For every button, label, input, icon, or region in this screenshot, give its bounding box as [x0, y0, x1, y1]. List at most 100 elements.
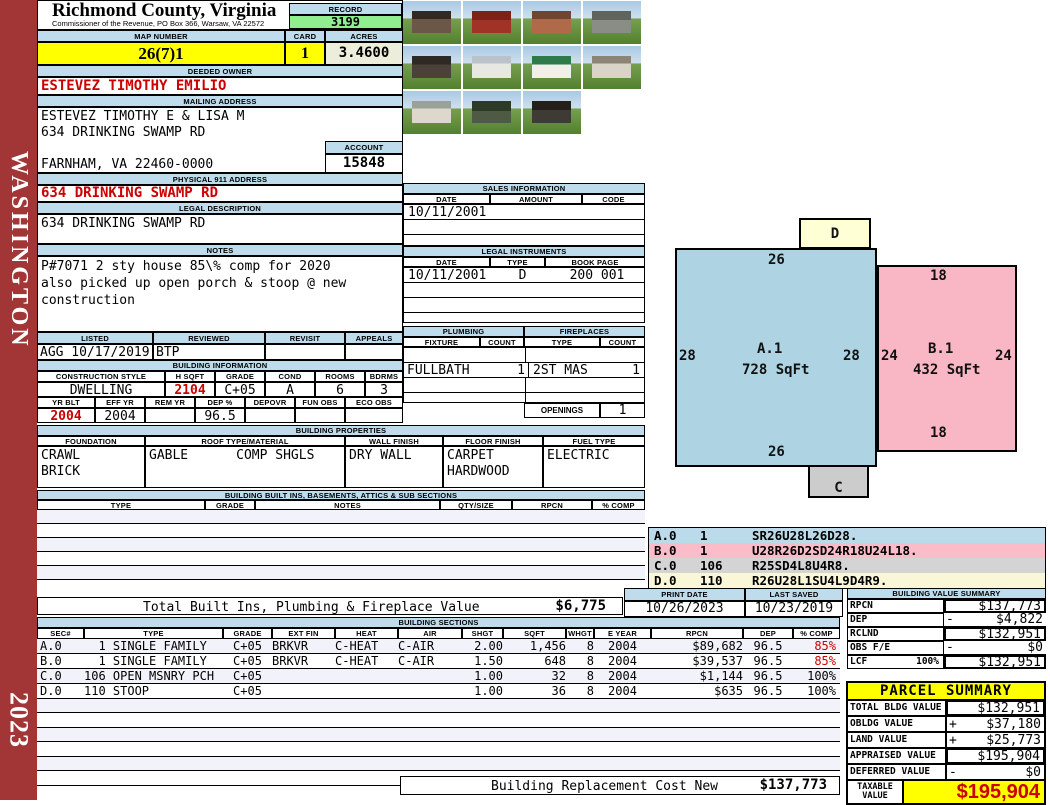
photo-grid — [403, 1, 649, 134]
parcel-summary: PARCEL SUMMARY TOTAL BLDG VALUE $132,951… — [846, 681, 1046, 805]
floor-finish-label: FLOOR FINISH — [443, 436, 543, 446]
property-photo[interactable] — [523, 46, 581, 89]
depovr-value — [245, 408, 295, 423]
building-sections-rows: A.0 1 SINGLE FAMILY C+05 BRKVR C-HEAT C-… — [37, 639, 840, 786]
notes-label: NOTES — [37, 244, 403, 256]
sketch-c-label: C — [834, 480, 843, 496]
sketch-a-sqft: 728 SqFt — [742, 362, 810, 378]
notes-block: P#7071 2 sty house 85\% comp for 2020 al… — [37, 256, 403, 332]
foundation-value: CRAWL BRICK — [37, 446, 145, 488]
notes-line: P#7071 2 sty house 85\% comp for 2020 — [41, 259, 331, 274]
property-photo[interactable] — [583, 1, 641, 44]
fuel-type-value: ELECTRIC — [543, 446, 645, 488]
appraised-value-label: APPRAISED VALUE — [847, 748, 946, 764]
grade-label: GRADE — [215, 371, 265, 382]
taxable-value: $195,904 — [903, 780, 1045, 804]
instr-type-label: TYPE — [490, 257, 545, 267]
builtins-total-label: Total Built Ins, Plumbing & Fireplace Va… — [143, 600, 480, 615]
instrument-row — [404, 283, 644, 298]
bvs-rpcn-label: RPCN — [847, 599, 944, 613]
rooms-value: 6 — [315, 382, 365, 398]
remyr-value — [145, 408, 195, 423]
property-photo[interactable] — [583, 46, 641, 89]
ecoobs-label: ECO OBS — [345, 397, 403, 408]
builtins-title: BUILDING BUILT INS, BASEMENTS, ATTICS & … — [37, 490, 645, 500]
mailing-line: 634 DRINKING SWAMP RD — [41, 125, 206, 140]
cond-value: A — [265, 382, 315, 398]
yrblt-label: YR BLT — [37, 397, 95, 408]
mailing-line: FARNHAM, VA 22460-0000 — [41, 157, 214, 172]
property-photo[interactable] — [403, 46, 461, 89]
wall-finish-label: WALL FINISH — [345, 436, 443, 446]
bdrms-label: BDRMS — [365, 371, 403, 382]
deppct-label: DEP % — [195, 397, 245, 408]
cond-label: COND — [265, 371, 315, 382]
deeded-owner-label: DEEDED OWNER — [37, 65, 403, 77]
bvs-dep-value: - $4,822 — [944, 612, 1046, 627]
bvs-rclnd-value: $132,951 — [944, 627, 1046, 642]
listed-value: AGG 10/17/2019 — [37, 344, 153, 360]
legend-row-a: A.0 1 SR26U28L26D28. — [649, 528, 1045, 543]
builtins-notes-label: NOTES — [255, 500, 440, 510]
reviewed-label: REVIEWED — [153, 332, 265, 344]
fireplace-count-label: COUNT — [600, 337, 645, 347]
roof-value: GABLE COMP SHGLS — [145, 446, 345, 488]
legend-row-d: D.0 110 R26U28L1SU4L9D4R9. — [649, 573, 1045, 588]
sketch-a-label: A.1 — [757, 341, 783, 357]
ecoobs-value — [345, 408, 403, 423]
property-photo[interactable] — [403, 1, 461, 44]
bvs-rclnd-label: RCLND — [847, 627, 944, 641]
legal-description-value: 634 DRINKING SWAMP RD — [37, 214, 403, 244]
land-value-label: LAND VALUE — [847, 732, 946, 748]
replacement-cost-row: Building Replacement Cost New $137,773 — [400, 776, 840, 795]
property-photo[interactable] — [463, 91, 521, 134]
instruments-table: 10/11/2001 D 200 001 — [403, 267, 645, 323]
section-row: A.0 1 SINGLE FAMILY C+05 BRKVR C-HEAT C-… — [37, 639, 840, 654]
sketch-b-dim-bottom: 18 — [930, 425, 947, 441]
property-photo[interactable] — [463, 1, 521, 44]
section-row: B.0 1 SINGLE FAMILY C+05 BRKVR C-HEAT C-… — [37, 654, 840, 669]
sales-date-label: DATE — [403, 194, 490, 204]
legend-row-c: C.0 106 R25SD4L8U4R8. — [649, 558, 1045, 573]
builtins-type-label: TYPE — [37, 500, 205, 510]
property-photo[interactable] — [523, 1, 581, 44]
bvs-dep-label: DEP — [847, 613, 944, 627]
building-sections-headers: SEC# TYPE GRADE EXT FIN HEAT AIR SHGT SQ… — [37, 628, 840, 639]
section-row — [37, 713, 840, 728]
appeals-label: APPEALS — [345, 332, 403, 344]
funobs-value — [295, 408, 345, 423]
record-label: RECORD — [289, 3, 402, 15]
parcel-summary-title: PARCEL SUMMARY — [847, 682, 1045, 700]
card-value: 1 — [285, 42, 325, 65]
taxable-value-label: TAXABLE VALUE — [847, 780, 903, 804]
notes-line: construction — [41, 293, 135, 308]
roof-label: ROOF TYPE/MATERIAL — [145, 436, 345, 446]
print-date-value: 10/26/2023 — [624, 601, 745, 617]
sketch-d-label: D — [830, 225, 840, 242]
section-row — [37, 757, 840, 771]
bvs-obs-value: - $0 — [944, 640, 1046, 655]
section-row: C.0 106 OPEN MSNRY PCH C+05 1.00 32 8 20… — [37, 669, 840, 684]
physical-address-label: PHYSICAL 911 ADDRESS — [37, 173, 403, 185]
sketch-b-dim-top: 18 — [930, 268, 947, 284]
sketch-section-a — [675, 248, 877, 467]
legend-row-b: B.0 1 U28R26D2SD24R18U24L18. — [649, 543, 1045, 558]
record-value: 3199 — [289, 15, 402, 29]
instr-book-label: BOOK PAGE — [545, 257, 645, 267]
plumbing-row: FULLBATH 1 2ST MAS 1 — [404, 363, 644, 378]
property-photo[interactable] — [463, 46, 521, 89]
openings-label: OPENINGS — [524, 403, 600, 418]
total-bldg-value-label: TOTAL BLDG VALUE — [847, 700, 946, 716]
building-properties-title: BUILDING PROPERTIES — [37, 425, 645, 436]
builtins-total-row: Total Built Ins, Plumbing & Fireplace Va… — [37, 597, 623, 615]
property-photo[interactable] — [523, 91, 581, 134]
section-row — [37, 699, 840, 713]
instrument-row — [404, 298, 644, 313]
instr-date-label: DATE — [403, 257, 490, 267]
sketch-section-c: C — [808, 465, 869, 498]
property-photo[interactable] — [403, 91, 461, 134]
account-label: ACCOUNT — [325, 141, 403, 154]
rooms-label: ROOMS — [315, 371, 365, 382]
sales-code-label: CODE — [582, 194, 645, 204]
construction-style-value: DWELLING — [37, 382, 165, 398]
